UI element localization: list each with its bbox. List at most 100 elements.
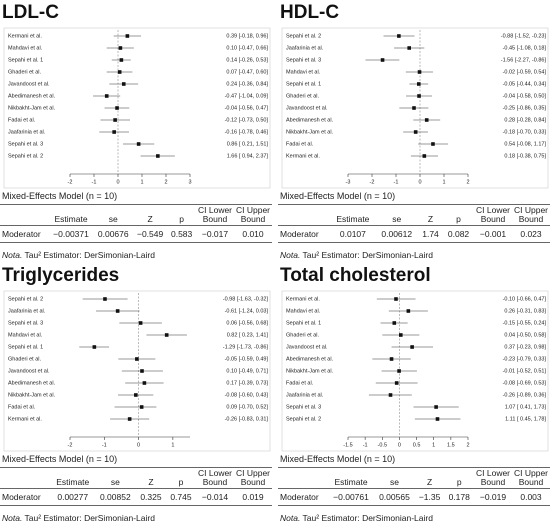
table-cell: 0.0107 <box>330 225 376 243</box>
note-label: Nota. <box>2 513 23 523</box>
model-heading: Mixed-Effects Model (n = 10) <box>2 191 118 201</box>
table-cell: −0.549 <box>132 225 168 243</box>
header-cell: CI Lower Bound <box>474 467 512 489</box>
x-tick-label: -1 <box>92 179 97 185</box>
estimate-square <box>417 94 421 98</box>
estimate-square <box>394 297 398 301</box>
estimate-label: -0.05 [-0.59, 0.49] <box>225 356 269 362</box>
estimate-square <box>399 333 403 337</box>
study-label: Sepahi et al. 2 <box>286 416 321 422</box>
table-note: Nota. Tau² Estimator: DerSimonian-Laird <box>2 250 155 260</box>
data-row: Moderator 0.00277 0.00852 0.325 0.745 −0.014 0… <box>0 488 272 506</box>
forest-plot: -2 -1 0 1 Sepahi et al. 2 -0.98 [-1.63, -0.32… <box>3 290 271 452</box>
estimate-square <box>138 321 143 325</box>
data-row: Moderator −0.00371 0.00676 −0.549 0.583 −0.01… <box>0 225 272 243</box>
estimate-label: -0.23 [-0.79, 0.33] <box>503 356 547 362</box>
estimate-label: -0.02 [-0.59, 0.54] <box>503 69 547 75</box>
estimate-label: -0.05 [-0.44, 0.34] <box>503 81 547 87</box>
estimate-label: -0.61 [-1.24, 0.03] <box>225 308 269 314</box>
panel-title: LDL-C <box>2 2 59 23</box>
estimate-square <box>121 82 126 86</box>
estimate-label: 1.11 [ 0.45, 1.78] <box>505 416 546 422</box>
estimate-square <box>140 369 144 373</box>
estimate-square <box>156 154 160 158</box>
study-label: Sepahi et al. 3 <box>8 141 43 147</box>
study-label: Mahdavi et al. <box>286 69 321 75</box>
study-label: Sepahi et al. 1 <box>286 81 321 87</box>
model-heading: Mixed-Effects Model (n = 10) <box>2 454 118 464</box>
data-row: Moderator −0.00761 0.00565 −1.35 0.178 −0.019… <box>278 488 550 506</box>
estimate-square <box>142 381 147 385</box>
table-cell: 0.00852 <box>94 488 136 506</box>
estimate-square <box>392 321 397 325</box>
estimate-label: -0.16 [-0.78, 0.46] <box>225 129 269 135</box>
row-label: Moderator <box>278 488 328 506</box>
estimate-label: -0.04 [-0.58, 0.50] <box>503 93 547 99</box>
x-tick-label: -2 <box>370 179 375 185</box>
plot-frame <box>3 290 271 452</box>
table-cell: 0.745 <box>165 488 196 506</box>
table-body: Moderator −0.00371 0.00676 −0.549 0.583 −0.01… <box>0 225 272 243</box>
estimate-square <box>431 142 435 146</box>
x-tick-label: 1 <box>442 179 445 185</box>
header-cell: se <box>93 204 133 226</box>
forest-plot: -3 -2 -1 0 1 2 Sepahi et al. 2 -0.88 [-1.52, -0… <box>281 27 549 189</box>
note-label: Nota. <box>280 513 301 523</box>
estimate-label: -0.26 [-0.89, 0.36] <box>503 392 547 398</box>
estimate-square <box>134 393 138 397</box>
study-label: Sepahi et al. 2 <box>8 153 43 159</box>
estimate-label: -0.98 [-1.63, -0.32] <box>223 296 269 302</box>
study-label: Ghaderi et al. <box>8 356 41 362</box>
header-cell: CI Upper Bound <box>512 204 550 226</box>
estimate-label: 0.17 [-0.39, 0.73] <box>226 380 268 386</box>
x-tick-label: 3 <box>188 179 191 185</box>
table-cell: 0.082 <box>443 225 474 243</box>
study-label: Ghaderi et al. <box>286 93 319 99</box>
study-label: Sepahi et al. 1 <box>286 320 321 326</box>
plot-frame <box>281 27 549 189</box>
header-cell <box>0 467 51 489</box>
header-cell: se <box>375 204 418 226</box>
table-note: Nota. Tau² Estimator: DerSimonian-Laird <box>2 513 155 523</box>
forest-plot: -2 -1 0 1 2 3 Kermani et al. 0.39 [-0.18, 0.96]… <box>3 27 271 189</box>
estimate-label: -0.18 [-0.70, 0.33] <box>503 129 547 135</box>
estimate-label: -0.26 [-0.83, 0.31] <box>225 416 269 422</box>
header-cell: CI Upper Bound <box>512 467 550 489</box>
estimate-square <box>388 393 393 397</box>
panel: -2 -1 0 1 Sepahi et al. 2 -0.98 [-1.63, -0.32… <box>0 263 272 525</box>
study-label: Kermani et al. <box>286 296 320 302</box>
estimate-square <box>413 130 418 134</box>
estimate-label: 0.10 [-0.47, 0.66] <box>226 45 268 51</box>
forest-plot: -1.5 -1 -0.5 0 0.5 1 1.5 2 Kermani et al. -0.10 [… <box>281 290 549 452</box>
study-label: Ghaderi et al. <box>8 69 41 75</box>
study-label: Jaafarinia et al. <box>8 308 46 314</box>
header-cell: Estimate <box>330 204 376 226</box>
estimate-label: -0.15 [-0.55, 0.24] <box>503 320 547 326</box>
estimate-square <box>113 118 117 122</box>
estimate-square <box>410 345 414 349</box>
x-tick-label: 0 <box>418 179 421 185</box>
estimate-square <box>125 34 130 38</box>
x-tick-label: 1 <box>432 442 435 448</box>
header-cell: CI Lower Bound <box>474 204 512 226</box>
row-label: Moderator <box>278 225 331 243</box>
estimate-square <box>135 357 139 361</box>
header-cell: se <box>94 467 136 489</box>
estimate-square <box>406 309 411 313</box>
header-cell: CI Upper Bound <box>234 204 272 226</box>
estimate-square <box>104 94 109 98</box>
estimate-square <box>118 46 123 50</box>
x-tick-label: 2 <box>466 442 469 448</box>
note-text: Tau² Estimator: DerSimonian-Laird <box>302 513 433 523</box>
header-cell: Z <box>132 204 168 226</box>
estimate-square <box>435 417 440 421</box>
study-label: Javandoost et al. <box>286 105 328 111</box>
table-note: Nota. Tau² Estimator: DerSimonian-Laird <box>280 513 433 523</box>
study-label: Sepahi et al. 3 <box>8 320 43 326</box>
table-cell: −0.00371 <box>48 225 94 243</box>
table-cell: 0.003 <box>512 488 550 506</box>
x-tick-label: -1 <box>394 179 399 185</box>
estimate-square <box>117 70 122 74</box>
table-cell: −1.35 <box>414 488 445 506</box>
